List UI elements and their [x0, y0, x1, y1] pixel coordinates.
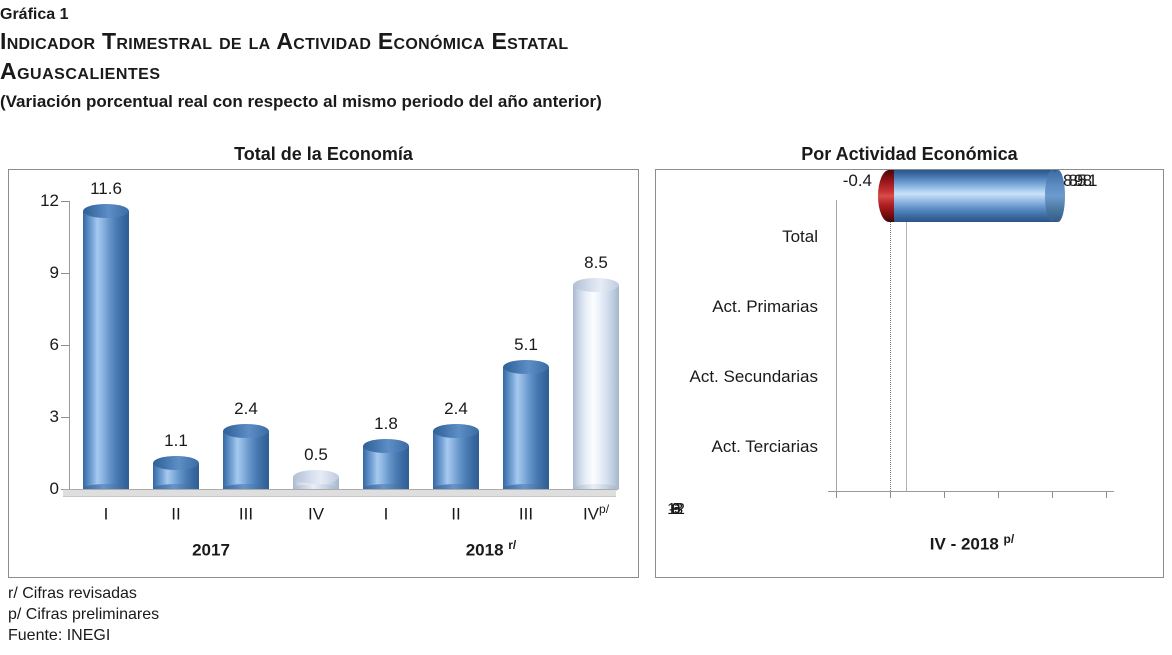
x-tick-label: II — [451, 504, 461, 524]
bar-2017-q1 — [83, 203, 129, 494]
bar-2018-q1 — [363, 438, 409, 494]
x-tick-label: III — [518, 504, 534, 524]
footnote-source: Fuente: INEGI — [8, 627, 111, 644]
bar-value-label: 9.1 — [1073, 171, 1098, 190]
bar-value-label: 2.4 — [234, 399, 258, 419]
x-tick-label: 3 — [671, 501, 681, 518]
x-tick-label: I — [383, 504, 389, 524]
x-tick-label: -3 — [668, 501, 684, 518]
category-label-terciarias: Act. Terciarias — [711, 437, 818, 456]
category-label-total: Total — [782, 227, 818, 246]
year-group-label-2017: 2017 — [192, 540, 230, 560]
right-chart-panel: Total Act. Primarias Act. Secundarias Ac… — [655, 169, 1164, 578]
bar-2017-q3 — [223, 424, 269, 493]
y-tick-label: 6 — [49, 335, 59, 354]
x-axis-tick-marks — [836, 492, 1108, 498]
bar-act-terciarias — [894, 170, 1060, 222]
bar-value-label: 1.1 — [164, 430, 188, 450]
y-tick-label: 3 — [49, 407, 59, 426]
bar-2017-q2 — [153, 455, 199, 494]
bar-slot: 2.4 — [421, 170, 491, 493]
x-tick-label: 9 — [671, 501, 681, 518]
bar-2018-q2 — [433, 424, 479, 493]
left-chart-panel: 12 9 6 3 0 11.6 1.1 2.4 0.5 1 — [8, 169, 639, 578]
x-axis-floor — [63, 489, 616, 497]
back-wall-gridline — [906, 200, 907, 491]
bar-2018-q3 — [503, 359, 549, 494]
figure-subtitle: (Variación porcentual real con respecto … — [0, 92, 602, 111]
y-axis-tick-marks — [61, 201, 69, 490]
category-label-secundarias: Act. Secundarias — [689, 367, 818, 386]
bar-2018-q4 — [573, 278, 619, 493]
y-tick-label: 9 — [49, 263, 59, 282]
bar-slot: 1.8 — [351, 170, 421, 494]
footnotes: r/ Cifras revisadas p/ Cifras preliminar… — [8, 583, 159, 646]
bar-value-label: 0.5 — [304, 445, 328, 464]
y-tick-label: 0 — [49, 479, 59, 498]
region-title: Aguascalientes — [0, 58, 161, 84]
x-tick-label: IV — [307, 504, 325, 524]
main-title: Indicador Trimestral de la Actividad Eco… — [0, 28, 569, 54]
bar-slot: 0.5 — [281, 170, 351, 493]
bar-2017-q4 — [293, 470, 339, 493]
footnote-preliminary: p/ Cifras preliminares — [8, 606, 160, 623]
left-plot-area: 11.6 1.1 2.4 0.5 1.8 2.4 — [71, 170, 631, 494]
x-tick-label: III — [238, 504, 254, 524]
bar-slot: 11.6 — [71, 170, 141, 494]
bar-slot: 2.4 — [211, 170, 281, 493]
x-tick-label: 0 — [671, 501, 681, 518]
bar-value-label: 5.1 — [514, 334, 538, 354]
category-axis-line — [836, 200, 837, 491]
right-chart-title: Por Actividad Económica — [801, 144, 1018, 164]
figure-label: Gráfica 1 — [0, 6, 69, 23]
x-tick-label: I — [103, 504, 109, 524]
bar-slot: 1.1 — [141, 170, 211, 494]
x-tick-label: IVp/ — [582, 502, 610, 524]
bar-value-label: 1.8 — [374, 413, 398, 433]
x-tick-label: II — [171, 504, 181, 524]
bar-slot: 8.5 — [561, 170, 631, 493]
x-tick-label: 12 — [667, 501, 685, 518]
x-axis-line — [828, 491, 1114, 492]
y-axis-line — [69, 201, 70, 489]
bar-value-label: 2.4 — [444, 399, 468, 419]
x-tick-label: 6 — [671, 501, 681, 518]
bar-value-label: 8.5 — [584, 253, 608, 272]
category-label-primarias: Act. Primarias — [712, 297, 818, 316]
bar-value-label: 8.5 — [1063, 171, 1087, 190]
zero-line-dotted — [890, 200, 891, 491]
x-tick-label-row: I II III IV I II III IVp/ — [71, 502, 631, 525]
year-group-label-2018: 2018 r/ — [465, 538, 517, 560]
bar-value-label: -0.4 — [842, 171, 872, 190]
bar-value-label: 11.6 — [90, 178, 122, 198]
footnote-revised: r/ Cifras revisadas — [8, 585, 137, 602]
bar-value-label: 8.8 — [1068, 171, 1093, 190]
y-tick-label: 12 — [40, 191, 59, 210]
x-axis-title: IV - 2018 p/ — [929, 532, 1015, 554]
left-chart-title: Total de la Economía — [234, 144, 413, 164]
bar-slot: 5.1 — [491, 170, 561, 494]
